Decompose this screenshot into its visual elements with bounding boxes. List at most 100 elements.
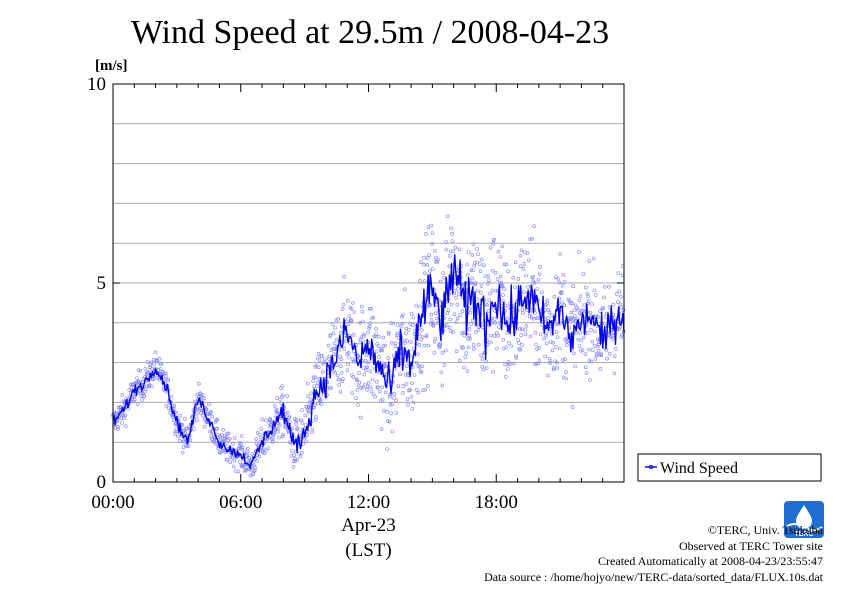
sample-point bbox=[418, 304, 422, 309]
sample-point bbox=[485, 303, 489, 307]
sample-point bbox=[316, 351, 321, 356]
sample-point bbox=[294, 422, 299, 426]
legend-label-wind-speed: Wind Speed bbox=[660, 460, 738, 477]
sample-point bbox=[270, 439, 275, 444]
sample-point bbox=[192, 427, 196, 431]
sample-point bbox=[366, 380, 371, 385]
sample-point bbox=[289, 449, 294, 453]
sample-point bbox=[573, 364, 577, 369]
sample-point bbox=[303, 423, 308, 427]
sample-point bbox=[492, 237, 496, 242]
sample-point bbox=[476, 342, 481, 347]
sample-point bbox=[466, 336, 470, 341]
sample-point bbox=[166, 378, 171, 382]
sample-point bbox=[548, 359, 553, 363]
sample-point bbox=[411, 323, 415, 327]
sample-point bbox=[464, 351, 469, 355]
sample-point bbox=[185, 444, 189, 449]
sample-point bbox=[534, 342, 538, 347]
sample-point bbox=[612, 354, 617, 359]
sample-point bbox=[208, 412, 212, 417]
sample-point bbox=[368, 369, 373, 374]
sample-point bbox=[232, 458, 237, 463]
sample-point bbox=[241, 463, 245, 467]
sample-point bbox=[376, 334, 381, 339]
sample-point bbox=[453, 245, 458, 250]
sample-point bbox=[339, 364, 343, 369]
sample-point bbox=[618, 325, 623, 329]
sample-point bbox=[506, 269, 510, 274]
sample-point bbox=[584, 370, 589, 375]
sample-point bbox=[381, 335, 386, 340]
sample-point bbox=[560, 283, 565, 288]
sample-point bbox=[422, 255, 426, 260]
sample-point bbox=[584, 285, 588, 290]
sample-point bbox=[376, 344, 381, 348]
sample-point bbox=[465, 262, 470, 267]
sample-point bbox=[364, 352, 369, 357]
sample-point bbox=[420, 335, 425, 339]
sample-point bbox=[439, 370, 444, 375]
sample-point bbox=[361, 319, 365, 324]
sample-point bbox=[414, 360, 419, 365]
sample-point bbox=[223, 436, 228, 441]
sample-point bbox=[404, 331, 408, 336]
sample-point bbox=[384, 364, 388, 369]
sample-point bbox=[214, 441, 218, 446]
sample-point bbox=[553, 345, 558, 349]
sample-point bbox=[342, 346, 347, 351]
sample-point bbox=[387, 419, 392, 424]
sample-point bbox=[340, 379, 345, 384]
sample-point bbox=[468, 336, 472, 341]
sample-point bbox=[576, 307, 580, 312]
sample-point bbox=[346, 350, 351, 355]
sample-point bbox=[592, 288, 597, 293]
sample-point bbox=[536, 361, 541, 366]
sample-point bbox=[406, 327, 411, 332]
sample-point bbox=[454, 349, 459, 354]
sample-point bbox=[620, 273, 625, 278]
sample-point bbox=[181, 445, 186, 450]
sample-point bbox=[617, 289, 622, 294]
sample-point bbox=[334, 337, 339, 342]
y-axis-label: [m/s] bbox=[95, 58, 128, 74]
sample-point bbox=[402, 338, 407, 343]
sample-point bbox=[307, 400, 312, 405]
sample-point bbox=[122, 416, 126, 421]
sample-point bbox=[300, 421, 305, 425]
sample-point bbox=[488, 246, 493, 250]
legend: Wind Speed bbox=[637, 453, 822, 482]
sample-point bbox=[514, 355, 519, 360]
sample-point bbox=[410, 365, 415, 369]
sample-point bbox=[254, 437, 259, 441]
sample-point bbox=[337, 347, 342, 352]
sample-point bbox=[486, 308, 491, 313]
sample-point bbox=[357, 371, 361, 375]
sample-point bbox=[225, 458, 229, 462]
sample-point bbox=[517, 341, 521, 345]
sample-point bbox=[364, 368, 368, 373]
sample-point bbox=[424, 232, 428, 236]
sample-point bbox=[245, 449, 250, 454]
sample-point bbox=[350, 391, 355, 395]
sample-point bbox=[341, 377, 345, 381]
sample-point bbox=[557, 346, 562, 351]
sample-point bbox=[536, 316, 540, 320]
sample-point bbox=[471, 242, 476, 247]
sample-point bbox=[555, 335, 560, 340]
sample-point bbox=[480, 357, 485, 361]
sample-point bbox=[428, 302, 433, 307]
sample-point bbox=[366, 360, 371, 365]
sample-point bbox=[570, 301, 575, 306]
sample-point bbox=[327, 354, 332, 359]
sample-point bbox=[440, 383, 445, 388]
sample-point bbox=[295, 426, 300, 431]
sample-point bbox=[476, 252, 480, 257]
sample-point bbox=[543, 354, 547, 359]
sample-point bbox=[524, 273, 528, 278]
sample-point bbox=[287, 415, 292, 419]
sample-point bbox=[252, 463, 256, 468]
sample-point bbox=[555, 360, 559, 365]
sample-point bbox=[432, 339, 437, 344]
sample-point bbox=[170, 414, 175, 419]
